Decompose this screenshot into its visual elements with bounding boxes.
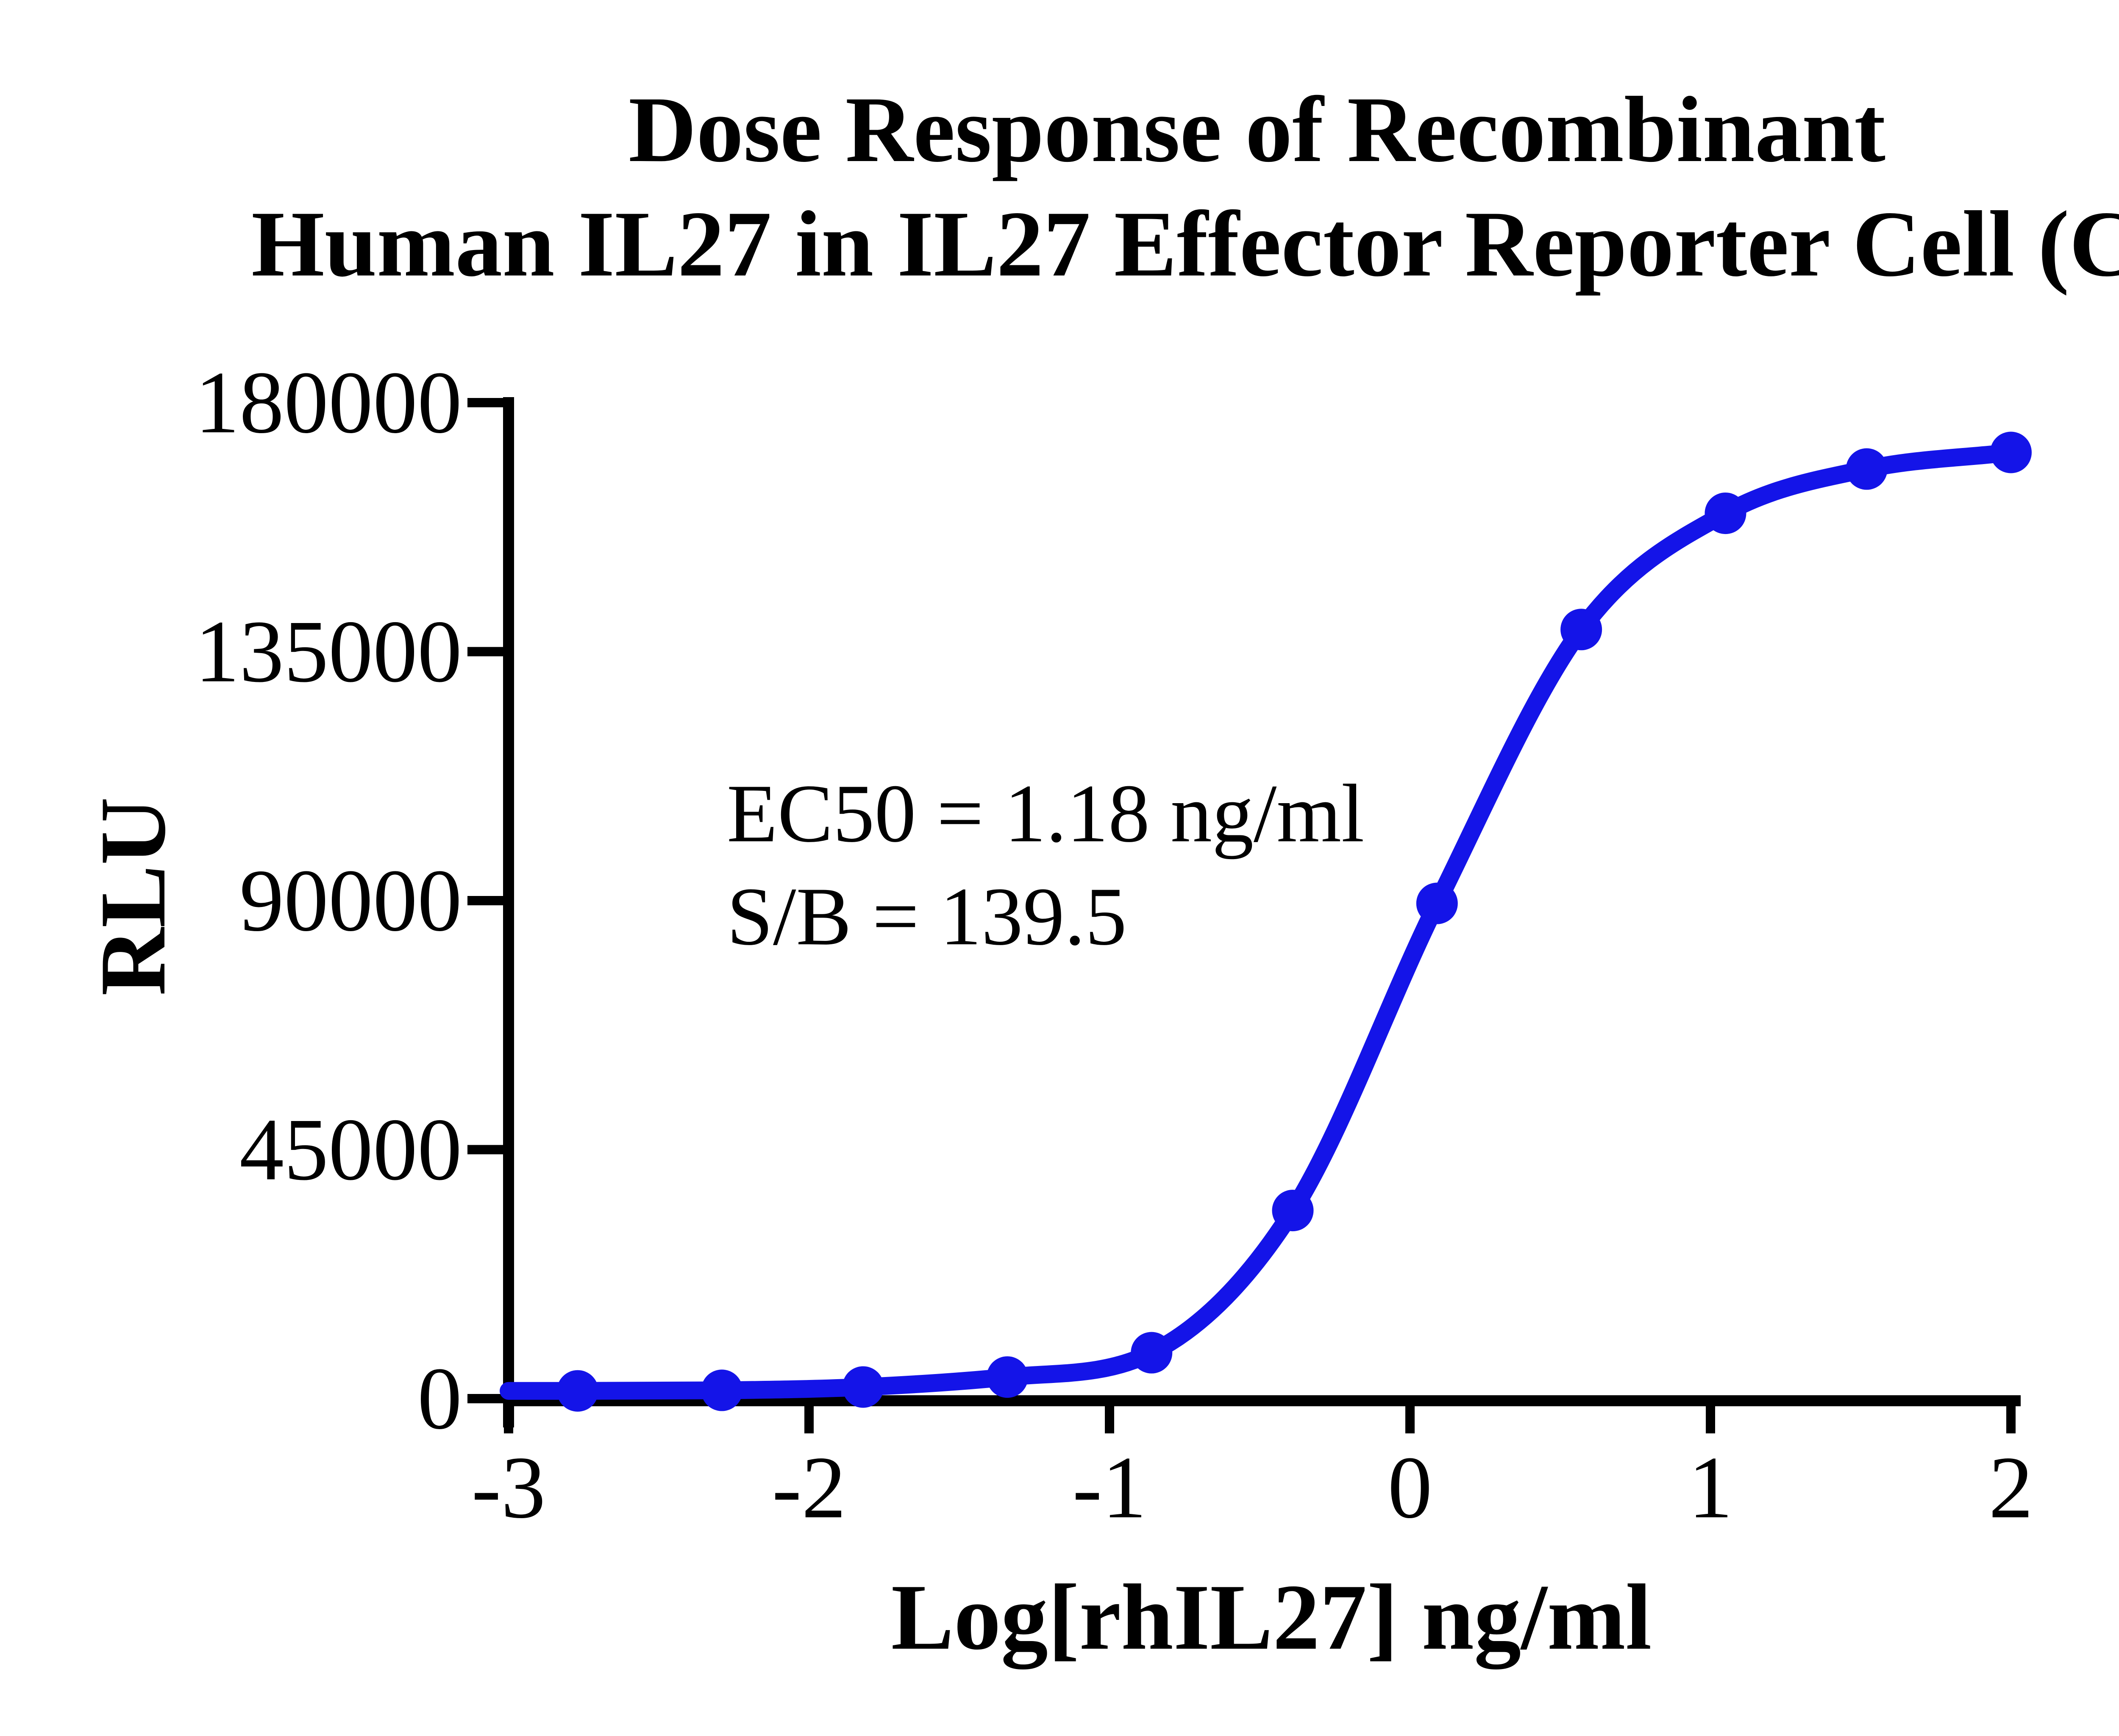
ec50-annotation: EC50 = 1.18 ng/ml S/B = 139.5 <box>727 768 1364 963</box>
y-tick-label: 90000 <box>239 851 462 950</box>
x-tick-label: 2 <box>1989 1438 2033 1537</box>
ec50-annotation-line2: S/B = 139.5 <box>727 871 1127 963</box>
data-point <box>1705 492 1746 534</box>
data-point <box>1560 609 1602 651</box>
data-point <box>986 1356 1028 1398</box>
y-tick-label: 180000 <box>195 353 462 452</box>
data-point <box>557 1370 599 1412</box>
x-axis-title: Log[rhIL27] ng/ml <box>891 1565 1652 1669</box>
axes <box>503 397 2021 1427</box>
y-tick-label: 45000 <box>239 1101 462 1199</box>
x-tick-label: -3 <box>472 1438 546 1537</box>
data-point <box>1846 448 1888 490</box>
data-point <box>1416 882 1458 924</box>
y-tick-label: 135000 <box>195 603 462 701</box>
chart-title-line2: Human IL27 in IL27 Effector Reporter Cel… <box>251 192 2119 296</box>
axis-tick-labels: 0 45000 90000 135000 180000 -3 -2 -1 0 1 2 <box>195 353 2033 1537</box>
axis-ticks <box>467 398 2016 1433</box>
data-point <box>842 1366 884 1408</box>
x-tick-label: 0 <box>1388 1438 1432 1537</box>
ec50-annotation-line1: EC50 = 1.18 ng/ml <box>727 768 1364 860</box>
chart-title: Dose Response of Recombinant Human IL27 … <box>251 78 2119 296</box>
dose-response-series <box>500 431 2032 1412</box>
x-tick-label: 1 <box>1688 1438 1733 1537</box>
data-point <box>1990 431 2032 473</box>
x-tick-label: -2 <box>772 1438 846 1537</box>
y-axis-title: RLU <box>81 797 185 996</box>
data-point <box>1131 1332 1173 1374</box>
chart-title-line1: Dose Response of Recombinant <box>628 78 1885 182</box>
y-tick-label: 0 <box>417 1349 462 1448</box>
data-point <box>701 1369 743 1411</box>
data-point <box>1272 1190 1314 1232</box>
x-tick-label: -1 <box>1073 1438 1147 1537</box>
